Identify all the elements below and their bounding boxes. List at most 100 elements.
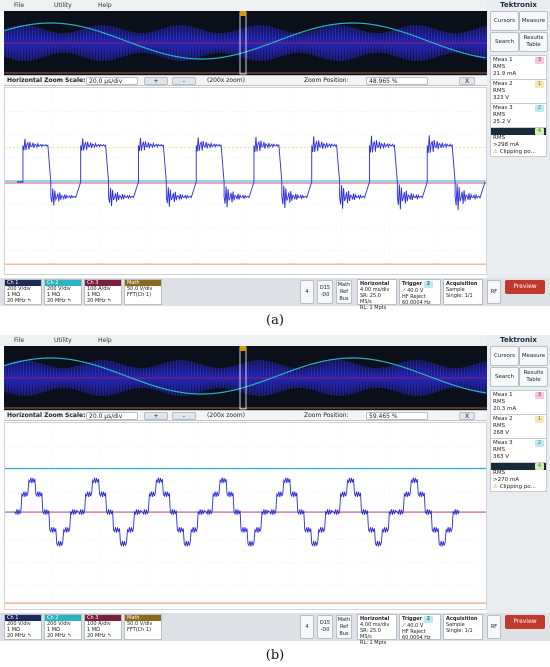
zoom-factor: (200x zoom) xyxy=(207,77,245,84)
meas-title: Meas 1 xyxy=(493,392,513,398)
zoom-minus-button[interactable]: - xyxy=(172,412,196,420)
channel-1-badge[interactable]: Ch 1 200 V/div 1 MΩ 20 MHz ↰ xyxy=(4,614,42,640)
zoom-plus-button[interactable]: + xyxy=(144,412,168,420)
meas-value: 363 V xyxy=(493,454,510,460)
trigger-settings[interactable]: Trigger 2 ⟋ 40.0 V HF Reject 60.0004 Hz xyxy=(399,614,441,641)
measure-button[interactable]: Measure xyxy=(519,346,548,366)
measurement-2[interactable]: Meas 2 1 RMS 268 V xyxy=(490,414,547,439)
preview-button[interactable]: Preview xyxy=(505,280,545,294)
waveform-overview[interactable] xyxy=(4,346,487,410)
horizontal-settings[interactable]: Horizontal 4.00 ms/div SR: 25.0 MS/s RL:… xyxy=(357,614,397,646)
menu-help[interactable]: Help xyxy=(98,337,112,344)
digital-channels-button[interactable]: D15 -D0 xyxy=(317,280,333,304)
scope-screen-a: File Utility Help Horizontal Zoom Scale:… xyxy=(0,0,550,311)
channel-badge: 1 xyxy=(535,81,544,88)
meas-title: Meas 1 xyxy=(493,57,513,63)
zoom-scale-label: Horizontal Zoom Scale: xyxy=(7,412,86,419)
brand-logo: Tektronix xyxy=(500,1,537,9)
clipping-note: Clipping po... xyxy=(499,149,536,155)
measurement-4[interactable]: 4 RMS >298 mA ⚠ Clipping po... xyxy=(490,127,547,157)
acquisition-settings[interactable]: Acquisition Sample Single: 1/1 xyxy=(443,614,483,640)
channel-badge: 4 xyxy=(535,463,544,470)
rf-button[interactable]: RF xyxy=(487,615,501,639)
meas-value: >298 mA xyxy=(493,142,519,148)
measure-button[interactable]: Measure xyxy=(519,11,548,31)
digital-channels-button[interactable]: D15 -D0 xyxy=(317,615,333,639)
measurement-2[interactable]: Meas 2 1 RMS 323 V xyxy=(490,79,547,104)
rising-edge-icon: ⟋ xyxy=(402,623,406,629)
trigger-source-badge: 2 xyxy=(423,281,433,288)
meas-title: Meas 2 xyxy=(493,416,513,422)
zoom-scale-field[interactable]: 20.0 µs/div xyxy=(86,412,138,420)
measurement-3[interactable]: Meas 3 2 RMS 363 V xyxy=(490,438,547,463)
acquisition-settings[interactable]: Acquisition Sample Single: 1/1 xyxy=(443,279,483,305)
menu-help[interactable]: Help xyxy=(98,2,112,9)
zoom-plus-button[interactable]: + xyxy=(144,77,168,85)
ch2-voltage-trace xyxy=(4,357,487,395)
channel-badge: 2 xyxy=(535,440,544,447)
math-ref-bus-button[interactable]: Math Ref Bus xyxy=(336,615,352,639)
channel-badge: 1 xyxy=(535,416,544,423)
status-bar: Ch 1 200 V/div 1 MΩ 20 MHz ↰ Ch 2 200 V/… xyxy=(0,613,550,646)
menu-bar: File Utility Help xyxy=(0,0,487,11)
measurement-3[interactable]: Meas 3 2 RMS 25.2 V xyxy=(490,103,547,128)
channel-1-badge[interactable]: Ch 1 200 V/div 1 MΩ 20 MHz ↰ xyxy=(4,279,42,305)
math-badge[interactable]: Math 50.0 V/div FFT(Ch 1) xyxy=(124,279,162,305)
channel-badge: 4 xyxy=(535,128,544,135)
meas-type: RMS xyxy=(493,64,506,70)
channel-badge: 3 xyxy=(535,57,544,64)
zoom-bar: Horizontal Zoom Scale: 20.0 µs/div + - (… xyxy=(4,410,487,421)
zoom-position-field[interactable]: 59.465 % xyxy=(366,412,428,420)
waveform-overview[interactable] xyxy=(4,11,487,75)
add-channel-4-button[interactable]: 4 xyxy=(300,615,314,639)
zoomed-waveform-display[interactable] xyxy=(4,87,487,275)
results-table-button[interactable]: Results Table xyxy=(519,32,548,52)
zoom-position-field[interactable]: 48.965 % xyxy=(366,77,428,85)
preview-button[interactable]: Preview xyxy=(505,615,545,629)
menu-file[interactable]: File xyxy=(14,2,25,9)
caption-b: (b) xyxy=(265,648,285,663)
measurement-1[interactable]: Meas 1 3 RMS 21.9 mA xyxy=(490,55,547,80)
meas-title: Meas 3 xyxy=(493,105,513,111)
math-badge[interactable]: Math 50.0 V/div FFT(Ch 1) xyxy=(124,614,162,640)
menu-utility[interactable]: Utility xyxy=(54,2,72,9)
zoom-scale-label: Horizontal Zoom Scale: xyxy=(7,77,86,84)
channel-3-badge[interactable]: Ch 3 100 A/div 1 MΩ 20 MHz ↰ xyxy=(84,614,122,640)
ch1-current-trace xyxy=(16,135,486,211)
channel-3-badge[interactable]: Ch 3 100 A/div 1 MΩ 20 MHz ↰ xyxy=(84,279,122,305)
measurement-4[interactable]: 4 RMS >270 mA ⚠ Clipping po... xyxy=(490,462,547,492)
zoom-close-button[interactable]: X xyxy=(459,77,475,85)
search-button[interactable]: Search xyxy=(490,367,519,387)
results-table-button[interactable]: Results Table xyxy=(519,367,548,387)
channel-2-badge[interactable]: Ch 2 200 V/div 1 MΩ 20 MHz ↰ xyxy=(44,614,82,640)
trigger-settings[interactable]: Trigger 2 ⟋ 40.0 V HF Reject 60.0004 Hz xyxy=(399,279,441,306)
cursors-button[interactable]: Cursors xyxy=(490,346,519,366)
zoomed-waveform-display[interactable] xyxy=(4,422,487,610)
meas-type: RMS xyxy=(493,423,506,429)
menu-utility[interactable]: Utility xyxy=(54,337,72,344)
measurement-1[interactable]: Meas 1 3 RMS 20.3 mA xyxy=(490,390,547,415)
brand-logo: Tektronix xyxy=(500,336,537,344)
trigger-marker-icon xyxy=(240,346,246,351)
menu-file[interactable]: File xyxy=(14,337,25,344)
cursors-button[interactable]: Cursors xyxy=(490,11,519,31)
zoom-position-label: Zoom Position: xyxy=(304,77,349,84)
meas-type: RMS xyxy=(493,112,506,118)
side-panel: Tektronix Cursors Measure Search Results… xyxy=(487,0,550,306)
zoom-minus-button[interactable]: - xyxy=(172,77,196,85)
caption-a: (a) xyxy=(266,313,284,328)
channel-2-badge[interactable]: Ch 2 200 V/div 1 MΩ 20 MHz ↰ xyxy=(44,279,82,305)
meas-title: Meas 3 xyxy=(493,440,513,446)
zoom-scale-field[interactable]: 20.0 µs/div xyxy=(86,77,138,85)
add-channel-4-button[interactable]: 4 xyxy=(300,280,314,304)
ch1-envelope xyxy=(4,359,487,397)
search-button[interactable]: Search xyxy=(490,32,519,52)
math-ref-bus-button[interactable]: Math Ref Bus xyxy=(336,280,352,304)
horizontal-settings[interactable]: Horizontal 4.00 ms/div SR: 25.0 MS/s RL:… xyxy=(357,279,397,311)
zoom-close-button[interactable]: X xyxy=(459,412,475,420)
rf-button[interactable]: RF xyxy=(487,280,501,304)
menu-bar: File Utility Help xyxy=(0,335,487,346)
trigger-source-badge: 2 xyxy=(423,616,433,623)
meas-value: 21.9 mA xyxy=(493,71,517,77)
meas-type: RMS xyxy=(493,399,506,405)
